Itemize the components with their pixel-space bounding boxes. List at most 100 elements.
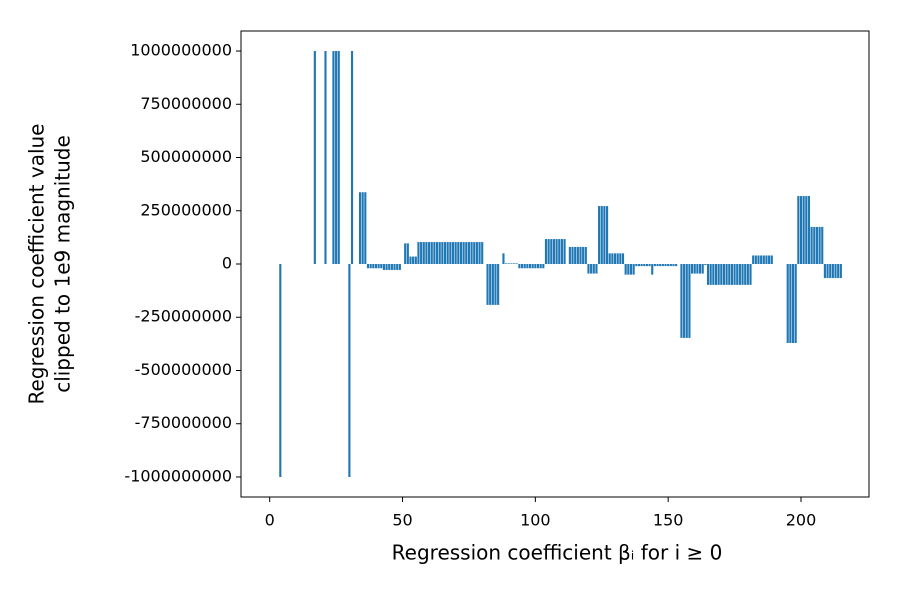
- bar: [765, 255, 768, 264]
- bar: [613, 253, 617, 264]
- bar: [435, 242, 439, 264]
- bar: [324, 51, 327, 264]
- bar: [502, 253, 505, 264]
- bar: [520, 264, 524, 269]
- bar: [550, 239, 553, 264]
- bar: [770, 255, 773, 264]
- bar: [608, 253, 611, 264]
- bar: [592, 264, 595, 274]
- bar: [486, 264, 489, 305]
- bar: [348, 264, 351, 477]
- bar: [430, 242, 433, 264]
- bar: [443, 242, 447, 264]
- bar: [815, 226, 818, 264]
- bar: [510, 263, 513, 264]
- bar: [396, 264, 399, 270]
- bar: [454, 242, 457, 264]
- bar: [696, 264, 699, 274]
- bar: [714, 264, 718, 285]
- bar: [590, 264, 593, 274]
- bar: [515, 263, 518, 264]
- bar: [473, 242, 476, 264]
- bar: [834, 264, 837, 279]
- bar: [507, 263, 510, 264]
- bar: [709, 264, 712, 285]
- bar: [457, 242, 460, 264]
- bar: [818, 226, 821, 264]
- bar: [797, 196, 800, 264]
- bar: [598, 206, 601, 264]
- bar: [839, 264, 842, 279]
- bar: [661, 264, 664, 267]
- bar: [337, 51, 340, 264]
- bar: [656, 264, 659, 267]
- x-tick-label: 0: [265, 511, 275, 530]
- bar: [730, 264, 733, 285]
- bar: [659, 264, 662, 267]
- bar: [513, 263, 516, 264]
- bar: [364, 192, 367, 264]
- y-axis-label: clipped to 1e9 magnitude: [51, 135, 75, 393]
- bar: [528, 264, 532, 269]
- bar: [664, 264, 667, 267]
- bar: [372, 264, 375, 269]
- y-tick-label: 1000000000: [130, 41, 232, 60]
- bar: [704, 264, 707, 266]
- bar: [433, 242, 436, 264]
- bar: [390, 264, 393, 270]
- bar: [422, 242, 425, 264]
- bar: [725, 264, 728, 285]
- bar: [534, 264, 537, 269]
- bar: [688, 264, 691, 338]
- bar: [489, 264, 492, 305]
- bar: [579, 246, 582, 264]
- bar: [627, 264, 630, 275]
- y-tick-label: 0: [222, 254, 232, 273]
- bar: [837, 264, 840, 279]
- bar: [491, 264, 494, 305]
- y-tick-label: 750000000: [140, 94, 232, 113]
- bar: [754, 255, 757, 264]
- bar: [768, 255, 771, 264]
- bar: [358, 192, 362, 264]
- bar: [635, 264, 638, 267]
- bar: [481, 242, 484, 264]
- bar: [653, 264, 656, 267]
- bar: [523, 264, 526, 269]
- bar: [802, 196, 805, 264]
- bar: [683, 264, 686, 338]
- bar: [728, 264, 731, 285]
- bar: [547, 239, 550, 264]
- bar: [587, 264, 590, 274]
- bar: [762, 255, 765, 264]
- bar: [712, 264, 715, 285]
- bar: [698, 264, 702, 274]
- bar: [465, 242, 468, 264]
- bar: [459, 242, 463, 264]
- bar: [451, 242, 455, 264]
- y-tick-label: 250000000: [140, 200, 232, 219]
- bar: [497, 264, 500, 305]
- bar: [680, 264, 683, 338]
- bar: [417, 242, 420, 264]
- bar: [582, 246, 585, 264]
- bar: [385, 264, 388, 270]
- bar: [722, 264, 726, 285]
- bar: [821, 226, 824, 264]
- bar: [791, 264, 795, 344]
- bar: [603, 206, 606, 264]
- bar: [544, 239, 548, 264]
- bar: [786, 264, 789, 344]
- bar: [369, 264, 372, 269]
- bar: [494, 264, 497, 305]
- bar: [584, 246, 587, 264]
- bar: [831, 264, 834, 279]
- bar: [685, 264, 688, 338]
- bar: [425, 242, 428, 264]
- bar: [648, 264, 651, 267]
- bar: [675, 264, 678, 267]
- bar: [377, 264, 380, 269]
- bar: [672, 264, 675, 267]
- bar: [382, 264, 385, 270]
